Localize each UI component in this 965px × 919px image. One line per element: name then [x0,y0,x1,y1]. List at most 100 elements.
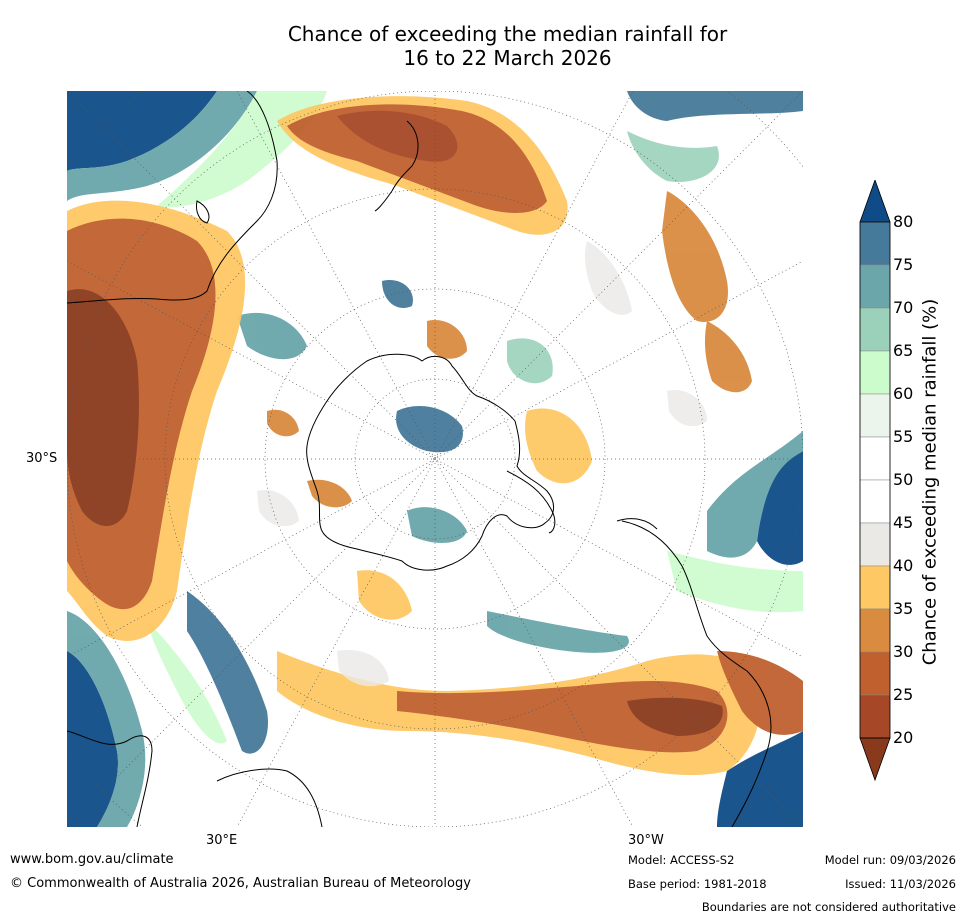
meridian-30w [236,91,634,827]
australia-coast [67,730,153,827]
wet-region-antarctic-1 [396,406,463,453]
lightgreen-2 [627,131,719,182]
dry-region-c4 [357,570,412,620]
longitude-label-30w: 30°W [628,833,664,848]
wet-region-sw [67,651,118,827]
colorbar-segment [859,479,891,524]
wet-region-sw-halo [67,611,146,827]
colorbar-segment [859,436,891,481]
meridian-60 [67,260,803,658]
dry-region-c2 [307,479,352,508]
wet-region-nw-halo [67,91,257,201]
colorbar-tick-label: 70 [893,298,914,317]
wet-region-antarctic-2 [407,507,467,543]
colorbar-tick-label: 60 [893,384,914,403]
colorbar-segment [859,393,891,438]
colorbar-segment [859,694,891,739]
wet-region-nw [67,91,217,171]
africa-coast [67,91,278,304]
australia-east [216,768,323,827]
colorbar-svg [859,178,891,782]
title-line-1: Chance of exceeding the median rainfall … [287,22,728,46]
wet-region-c2 [382,280,413,309]
colorbar-tick-label: 80 [893,212,914,231]
latitude-circle-45s [164,188,706,730]
dry-region-c5 [267,409,299,437]
dry-region-west-core [67,289,139,526]
footer-disclaimer: Boundaries are not considered authoritat… [701,900,956,914]
colorbar-tick-label: 50 [893,470,914,489]
footer-base-period: Base period: 1981-2018 [628,877,767,891]
wet-region-se [717,731,803,827]
slightly-wet-regions [147,91,803,744]
grey-2 [257,490,299,527]
map-svg [67,91,803,827]
colorbar-tick-label: 25 [893,685,914,704]
colorbar-segment [859,651,891,696]
footer-website[interactable]: www.bom.gov.au/climate [10,852,174,867]
colorbar-tick-label: 40 [893,556,914,575]
wet-region-s [187,591,268,754]
madagascar [196,200,210,224]
colorbar-segment [859,522,891,567]
title-line-2: 16 to 22 March 2026 [403,46,612,70]
colorbar-segment [859,565,891,610]
coastlines [67,91,772,827]
footer-model: Model: ACCESS-S2 [628,853,735,867]
lightgreen-5 [507,338,553,384]
colorbar-tick-label: 45 [893,513,914,532]
antarctic-peninsula [506,470,556,534]
wet-region-e-halo [707,431,803,558]
colorbar-tick-label: 55 [893,427,914,446]
meridian-45 [67,91,803,827]
colorbar-segment [859,307,891,352]
wet-region-c1 [237,312,307,360]
new-zealand-north [391,120,419,192]
wet-region-s2 [487,611,629,653]
wet-region-ne [627,91,803,121]
latitude-label-30s: 30°S [26,451,58,466]
dry-region-c3 [525,408,592,484]
dry-region-east-1 [662,191,728,322]
grey-4 [667,390,707,427]
tierra-del-fuego [616,518,658,530]
latitude-circle-60s [264,288,606,630]
south-america [621,520,772,827]
colorbar-segment [859,350,891,395]
colorbar-tick-label: 20 [893,728,914,747]
dry-region-se [717,651,803,735]
map-title: Chance of exceeding the median rainfall … [0,22,965,70]
map-panel[interactable] [67,91,803,827]
lightgreen-4 [147,621,227,744]
meridian-120 [67,260,803,658]
grey-1 [584,241,632,315]
wet-regions [67,91,803,827]
graticule [67,91,803,827]
colorbar-segment [859,221,891,266]
antarctica-coast [306,353,554,571]
colorbar-outline [859,221,891,739]
colorbar-segment [859,608,891,653]
colorbar-tick-label: 30 [893,642,914,661]
colorbar-tick-label: 35 [893,599,914,618]
colorbar-tick-label: 75 [893,255,914,274]
dry-region-south-core [627,697,723,736]
footer-copyright: © Commonwealth of Australia 2026, Austra… [10,876,471,891]
dry-region-east-2 [704,321,752,393]
meridian-150 [236,91,634,827]
new-zealand-south [374,190,393,212]
colorbar [858,178,892,789]
longitude-label-30e: 30°E [206,833,238,848]
colorbar-segment [859,264,891,309]
near-neutral-regions [257,241,707,687]
dry-regions [67,96,803,776]
grey-3 [337,650,389,687]
colorbar-label: Chance of exceeding median rainfall (%) [919,298,941,666]
dry-region-north-core [337,110,458,162]
footer-model-run: Model run: 09/03/2026 [824,853,956,867]
colorbar-extend-bottom [859,737,891,782]
lightgreen-3 [667,551,803,613]
footer-issued: Issued: 11/03/2026 [845,877,956,891]
colorbar-extend-top [859,178,891,223]
colorbar-tick-label: 65 [893,341,914,360]
